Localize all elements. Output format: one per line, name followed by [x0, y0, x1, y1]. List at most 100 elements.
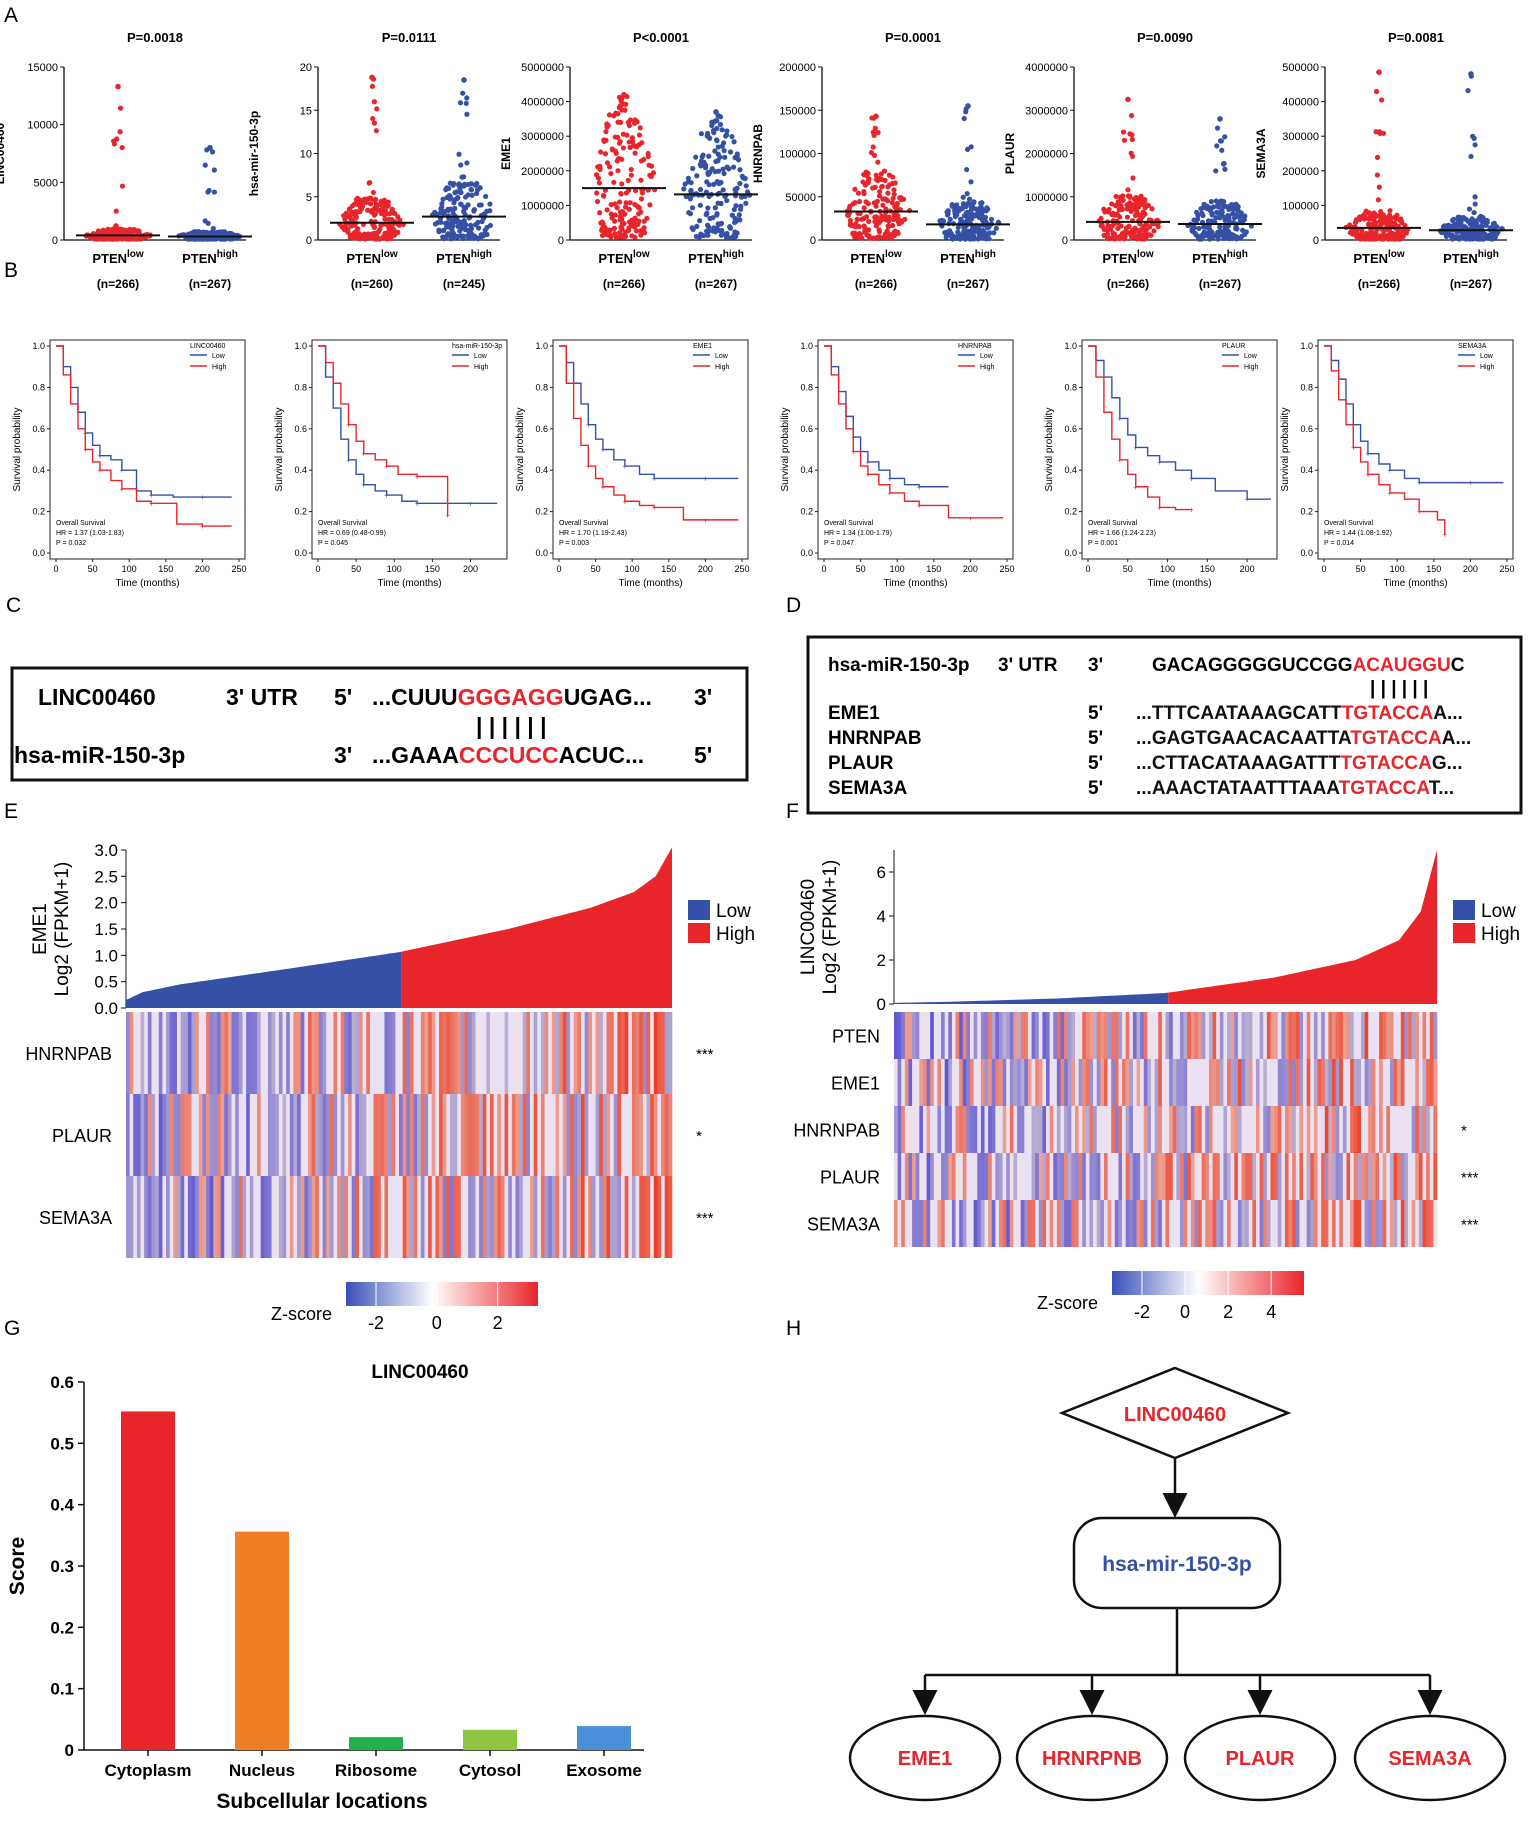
y-axis-label: Survival probability [274, 408, 285, 492]
heatmap-cell [1350, 1059, 1355, 1106]
heatmap-cell [1143, 1200, 1148, 1247]
heatmap-cell [1303, 1106, 1307, 1153]
censor-mark: + [83, 446, 88, 455]
y-tick-label: 1000000 [521, 200, 564, 212]
data-point [968, 144, 974, 150]
max-point [1376, 69, 1382, 75]
censor-mark: + [623, 462, 628, 471]
data-point [852, 231, 858, 237]
heatmap-cell [901, 1012, 906, 1059]
group-label: PTENhigh [688, 249, 744, 266]
heatmap-cell [464, 1094, 469, 1176]
data-point [211, 167, 217, 173]
heatmap-cell [435, 1094, 440, 1176]
heatmap-cell [1357, 1012, 1362, 1059]
heatmap-cell [257, 1012, 261, 1094]
heatmap-cell [628, 1176, 633, 1258]
max-point [621, 91, 627, 98]
heatmap-cell [1169, 1012, 1174, 1059]
group-label: PTENlow [346, 249, 398, 266]
heatmap-cell [1031, 1012, 1036, 1059]
heatmap-cell [519, 1012, 524, 1094]
heatmap-cell [1332, 1106, 1336, 1153]
data-point [876, 189, 883, 195]
heatmap-cell [1201, 1200, 1206, 1247]
heatmap-cell [399, 1176, 403, 1258]
data-point [106, 236, 112, 242]
data-point [371, 99, 377, 105]
legend-label: High [474, 364, 489, 371]
panel-d-targets: EME1 5' ...TTTCAATAAAGCATTTGTACCAA...HNRNP… [828, 703, 1471, 799]
censor-mark: + [1117, 456, 1122, 465]
stats-line: Overall Survival [318, 520, 367, 527]
heatmap-cell [908, 1012, 913, 1059]
heatmap-cell [282, 1012, 287, 1094]
data-point [611, 179, 617, 185]
heatmap-cell [1002, 1012, 1007, 1059]
heatmap-cell [973, 1106, 978, 1153]
heatmap-cell [1140, 1012, 1145, 1059]
data-point [690, 165, 696, 172]
data-point [1115, 199, 1121, 205]
x-tick-label: 100 [625, 564, 640, 574]
data-point [367, 179, 373, 186]
data-point [621, 220, 627, 227]
heatmap-cell [1158, 1200, 1163, 1247]
heatmap-cell [1397, 1059, 1402, 1106]
heatmap-cell [1241, 1106, 1246, 1153]
data-point [712, 148, 718, 154]
data-point [727, 149, 734, 155]
heatmap-cell [991, 1153, 996, 1200]
heatmap-cell [420, 1176, 425, 1258]
heatmap-cell [1111, 1153, 1116, 1200]
heatmap-cell [1342, 1153, 1347, 1200]
heatmap-cell [919, 1106, 924, 1153]
data-point [620, 145, 627, 151]
heatmap-cell [595, 1176, 600, 1258]
legend-label-high: High [1481, 924, 1520, 945]
heatmap-cell [1237, 1059, 1242, 1106]
data-point [1387, 218, 1394, 224]
max-point [713, 109, 719, 115]
data-point [1231, 206, 1237, 212]
data-point [608, 170, 614, 177]
heatmap-cell [1237, 1012, 1242, 1059]
group-label: PTENlow [1353, 249, 1405, 266]
heatmap-cell [1422, 1059, 1427, 1106]
heatmap-cell [941, 1106, 945, 1153]
data-point [376, 236, 383, 242]
heatmap-cell [1335, 1059, 1340, 1106]
data-point [1466, 206, 1473, 212]
data-point [737, 206, 744, 212]
heatmap-cell [519, 1176, 524, 1258]
data-point [719, 228, 725, 234]
heatmap-cell [162, 1012, 167, 1094]
data-point [447, 232, 454, 238]
heatmap-cell [322, 1176, 327, 1258]
heatmap-cell [1183, 1106, 1188, 1153]
heatmap-cell [1382, 1153, 1387, 1200]
heatmap-cell [1219, 1012, 1224, 1059]
heatmap-cell [366, 1176, 371, 1258]
y-tick-label: 3000000 [521, 131, 564, 143]
data-point [373, 196, 379, 203]
heatmap-cell [1176, 1200, 1181, 1247]
heatmap-cell [1198, 1012, 1202, 1059]
data-point [632, 187, 639, 194]
heatmap-cell [1006, 1106, 1011, 1153]
heatmap-cell [1263, 1153, 1268, 1200]
max-point [965, 103, 971, 109]
heatmap-cell [908, 1059, 913, 1106]
data-point [1189, 226, 1195, 232]
heatmap-cell [1071, 1200, 1076, 1247]
heatmap-cell [1075, 1200, 1079, 1247]
heatmap-cell [1219, 1153, 1224, 1200]
heatmap-cell [1107, 1059, 1112, 1106]
data-point [595, 164, 601, 170]
y-axis-label-group: EME1 Log2 (FPKM+1) [30, 862, 73, 997]
y-tick-label: 2.0 [94, 894, 118, 913]
heatmap-cell [1132, 1012, 1137, 1059]
heatmap-cell [395, 1012, 400, 1094]
data-point [1455, 217, 1461, 223]
